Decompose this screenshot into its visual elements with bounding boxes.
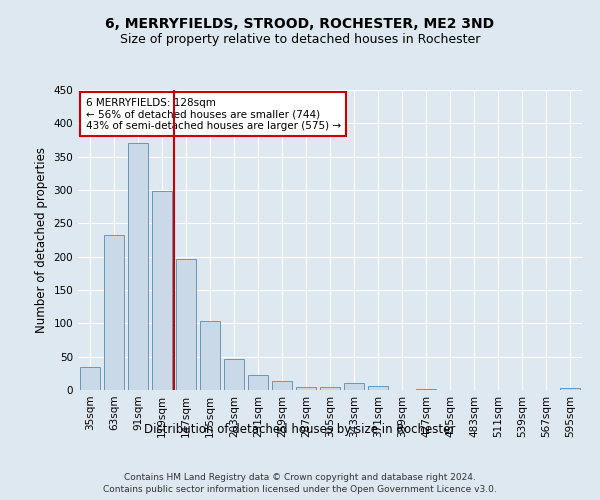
Text: 6, MERRYFIELDS, STROOD, ROCHESTER, ME2 3ND: 6, MERRYFIELDS, STROOD, ROCHESTER, ME2 3… (106, 18, 494, 32)
Bar (176, 258, 196, 390)
Bar (200, 322, 220, 390)
Text: Contains HM Land Registry data © Crown copyright and database right 2024.: Contains HM Land Registry data © Crown c… (124, 472, 476, 482)
Bar (152, 192, 172, 390)
Text: Size of property relative to detached houses in Rochester: Size of property relative to detached ho… (120, 32, 480, 46)
Bar (224, 360, 244, 390)
Bar (344, 384, 364, 390)
Text: Contains public sector information licensed under the Open Government Licence v3: Contains public sector information licen… (103, 485, 497, 494)
Bar (560, 388, 580, 390)
Bar (320, 386, 340, 390)
Text: Distribution of detached houses by size in Rochester: Distribution of detached houses by size … (145, 422, 455, 436)
Bar (368, 386, 388, 390)
Bar (128, 144, 148, 390)
Bar (416, 388, 436, 390)
Y-axis label: Number of detached properties: Number of detached properties (35, 147, 48, 333)
Bar (248, 374, 268, 390)
Bar (272, 380, 292, 390)
Bar (296, 386, 316, 390)
Bar (80, 366, 100, 390)
Bar (104, 234, 124, 390)
Text: 6 MERRYFIELDS: 128sqm
← 56% of detached houses are smaller (744)
43% of semi-det: 6 MERRYFIELDS: 128sqm ← 56% of detached … (86, 98, 341, 130)
